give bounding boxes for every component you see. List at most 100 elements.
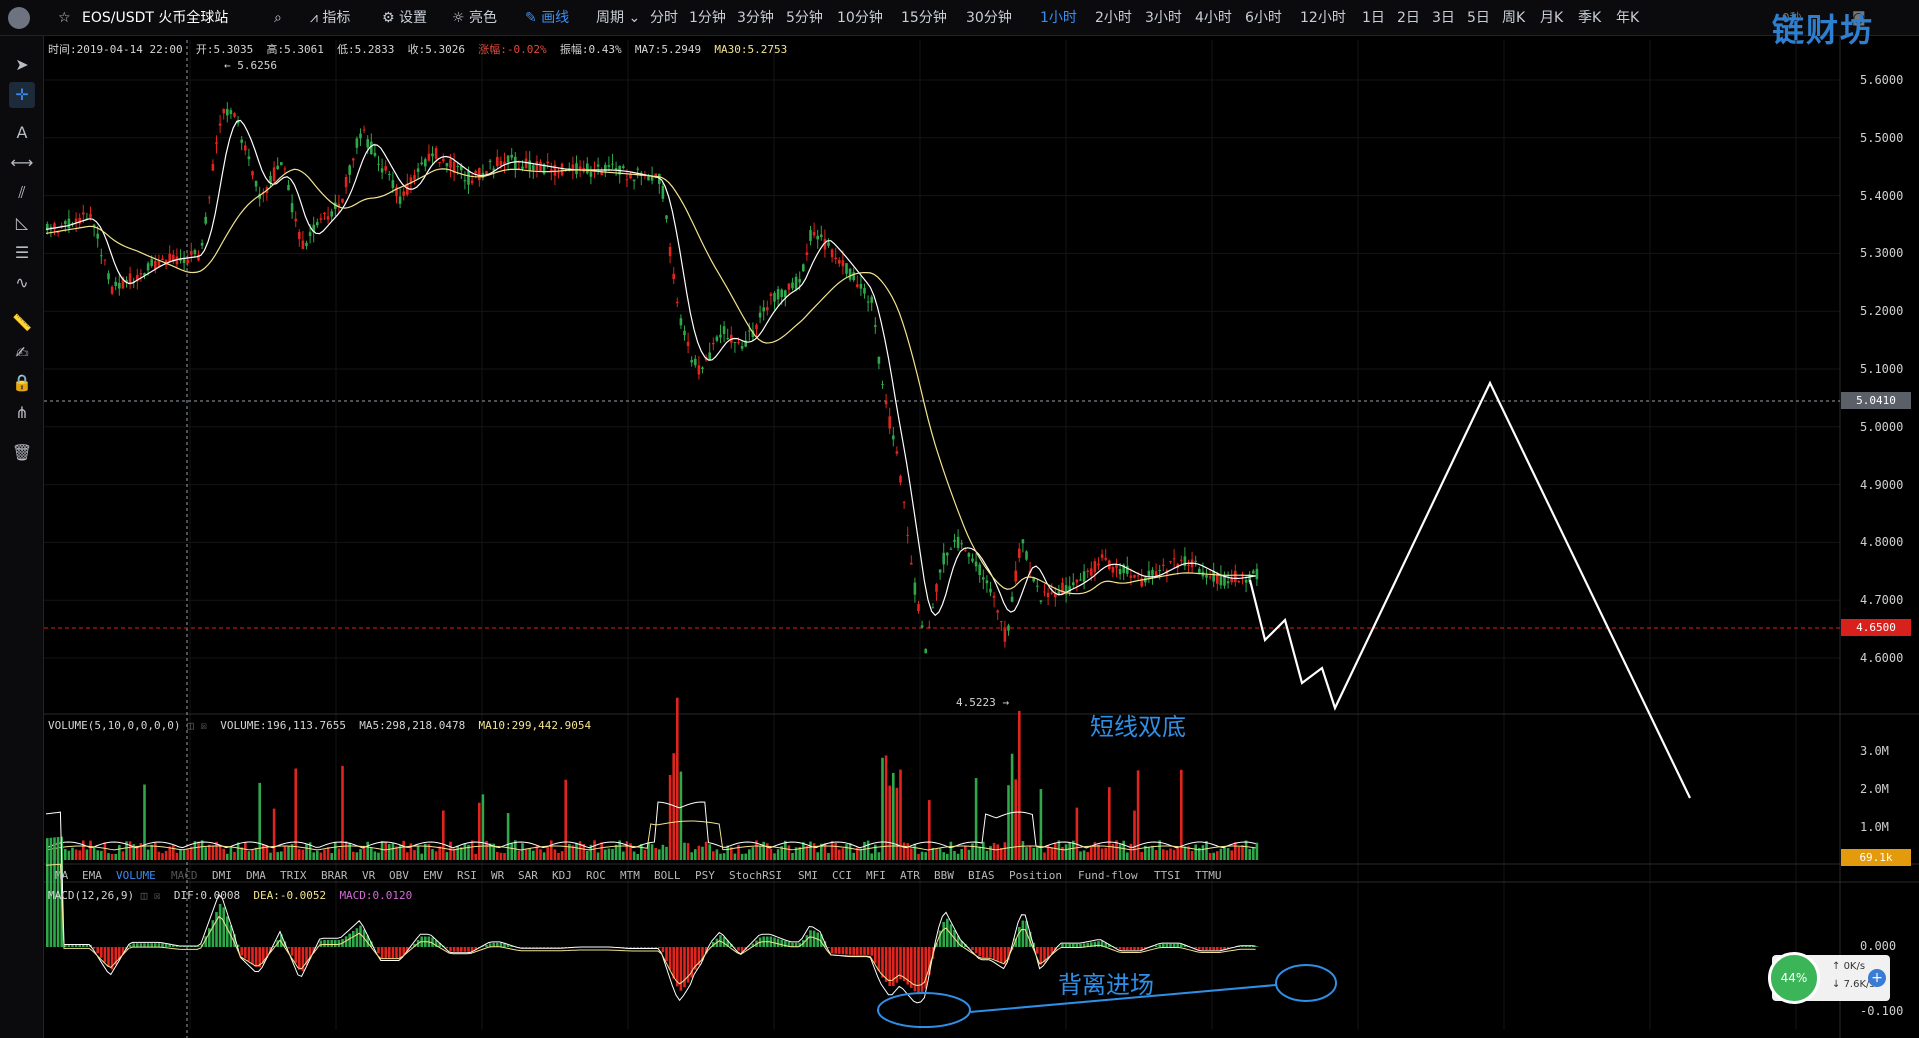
indicator-tab[interactable]: RSI xyxy=(457,869,477,882)
crosshair-icon[interactable]: ✛ xyxy=(9,82,35,108)
macd-histogram-bar xyxy=(1172,943,1176,947)
period-option[interactable]: 2日 xyxy=(1397,10,1420,26)
candle-body xyxy=(906,534,909,536)
period-option[interactable]: 1日 xyxy=(1362,10,1385,26)
candle-body xyxy=(1216,573,1219,584)
volume-bar xyxy=(949,841,953,860)
indicator-tab[interactable]: BIAS xyxy=(968,869,995,882)
volume-bar xyxy=(971,843,974,860)
trend-line-icon[interactable]: ⫽ xyxy=(18,183,26,202)
indicator-tab[interactable]: StochRSI xyxy=(729,869,782,882)
period-option[interactable]: 3分钟 xyxy=(737,10,774,26)
period-option[interactable]: 5分钟 xyxy=(786,10,823,26)
indicator-tab[interactable]: VR xyxy=(362,869,376,882)
volume-bar xyxy=(1028,846,1032,860)
macd-toggle-icon[interactable]: ◫ ☒ xyxy=(140,889,161,902)
indicator-tab[interactable]: DMI xyxy=(212,869,232,882)
trash-icon[interactable]: 🗑 xyxy=(11,443,33,462)
candle-body xyxy=(780,289,783,298)
indicator-tab[interactable]: SMI xyxy=(798,869,818,882)
volume-bar xyxy=(100,850,103,860)
wave-tool-icon[interactable]: ∿ xyxy=(15,273,29,292)
search-icon[interactable]: ⌕ xyxy=(274,10,282,26)
period-option[interactable]: 月K xyxy=(1540,10,1564,26)
period-option[interactable]: 3日 xyxy=(1432,10,1455,26)
period-option[interactable]: 1分钟 xyxy=(689,10,726,26)
indicator-tab[interactable]: DMA xyxy=(246,869,266,882)
network-plus-icon[interactable]: + xyxy=(1868,969,1886,987)
period-option[interactable]: 4小时 xyxy=(1195,10,1232,26)
indicator-tab[interactable]: VOLUME xyxy=(116,869,156,882)
period-option[interactable]: 6小时 xyxy=(1245,10,1282,26)
indicator-tab[interactable]: WR xyxy=(491,869,505,882)
macd-histogram-bar xyxy=(535,947,539,949)
period-option[interactable]: 年K xyxy=(1616,10,1640,26)
indicator-tab[interactable]: BBW xyxy=(934,869,954,882)
indicator-button[interactable]: ⩘ 指标 xyxy=(310,10,351,26)
period-option[interactable]: 3小时 xyxy=(1145,10,1182,26)
candle-body xyxy=(510,154,513,158)
volume-bar xyxy=(182,850,186,860)
theme-button[interactable]: ☼ 亮色 xyxy=(452,10,498,26)
period-option[interactable]: 季K xyxy=(1578,10,1602,26)
candle-body xyxy=(229,110,233,114)
indicator-tab[interactable]: EMA xyxy=(82,869,102,882)
indicator-tab[interactable]: ATR xyxy=(900,869,920,882)
period-option[interactable]: 15分钟 xyxy=(901,10,947,26)
indicator-tab[interactable]: BRAR xyxy=(321,869,348,882)
pen-icon[interactable]: ✍ xyxy=(15,343,29,362)
period-option[interactable]: 1小时 xyxy=(1040,10,1077,26)
draw-line-button[interactable]: ✎ 画线 xyxy=(525,10,570,26)
volume-toggle-icon[interactable]: ◫ ☒ xyxy=(187,719,207,732)
parallel-lines-icon[interactable]: ☰ xyxy=(14,243,30,262)
indicator-tab[interactable]: BOLL xyxy=(654,869,681,882)
indicator-tab[interactable]: OBV xyxy=(389,869,409,882)
indicator-tab[interactable]: MACD xyxy=(171,869,198,882)
triangle-tool-icon[interactable]: ◺ xyxy=(15,213,29,232)
cursor-arrow-icon[interactable]: ➤ xyxy=(15,55,29,74)
volume-bar xyxy=(398,845,402,860)
period-option[interactable]: 分时 xyxy=(650,10,678,26)
candle-body xyxy=(866,301,870,303)
period-dropdown[interactable]: 周期 ⌄ xyxy=(596,10,641,26)
period-option[interactable]: 2小时 xyxy=(1095,10,1132,26)
macd-histogram-bar xyxy=(431,937,434,947)
indicator-tab[interactable]: ROC xyxy=(586,869,606,882)
indicator-tab[interactable]: Position xyxy=(1009,869,1062,882)
indicator-tab[interactable]: MA xyxy=(55,869,69,882)
text-tool-icon[interactable]: A xyxy=(16,123,28,142)
indicator-tab[interactable]: MTM xyxy=(620,869,640,882)
candle-body xyxy=(992,595,996,598)
indicator-tab[interactable]: EMV xyxy=(423,869,443,882)
lock-icon[interactable]: 🔒 xyxy=(12,373,32,392)
symbol-title[interactable]: EOS/USDT 火币全球站 xyxy=(82,10,229,26)
indicator-tab[interactable]: TTMU xyxy=(1195,869,1222,882)
macd-histogram-bar xyxy=(355,928,359,947)
period-option[interactable]: 10分钟 xyxy=(837,10,883,26)
indicator-tab[interactable]: CCI xyxy=(832,869,852,882)
volume-bar xyxy=(830,840,834,860)
camera-icon[interactable]: ◙ xyxy=(1852,10,1866,26)
indicator-tab[interactable]: PSY xyxy=(695,869,715,882)
candle-body xyxy=(294,218,297,222)
candle-body xyxy=(827,242,830,246)
indicator-tab[interactable]: MFI xyxy=(866,869,886,882)
indicator-tab[interactable]: KDJ xyxy=(552,869,572,882)
period-option[interactable]: 30分钟 xyxy=(966,10,1012,26)
indicator-tab[interactable]: SAR xyxy=(518,869,538,882)
show-hide-icon[interactable]: ⋔ xyxy=(15,403,29,422)
settings-button[interactable]: ⚙ 设置 xyxy=(382,10,428,26)
indicator-tab[interactable]: Fund-flow xyxy=(1078,869,1138,882)
period-option[interactable]: 周K xyxy=(1502,10,1526,26)
period-option[interactable]: 12小时 xyxy=(1300,10,1346,26)
horizontal-line-icon[interactable]: ⟷ xyxy=(10,153,34,172)
candle-body xyxy=(762,307,765,312)
indicator-tab[interactable]: TRIX xyxy=(280,869,307,882)
indicator-tab[interactable]: TTSI xyxy=(1154,869,1181,882)
timer-label: 0秒 xyxy=(1782,11,1802,25)
volume-bar xyxy=(960,849,963,860)
period-option[interactable]: 5日 xyxy=(1467,10,1490,26)
ruler-icon[interactable]: 📏 xyxy=(12,313,32,332)
favorite-star-icon[interactable]: ☆ xyxy=(58,10,71,26)
